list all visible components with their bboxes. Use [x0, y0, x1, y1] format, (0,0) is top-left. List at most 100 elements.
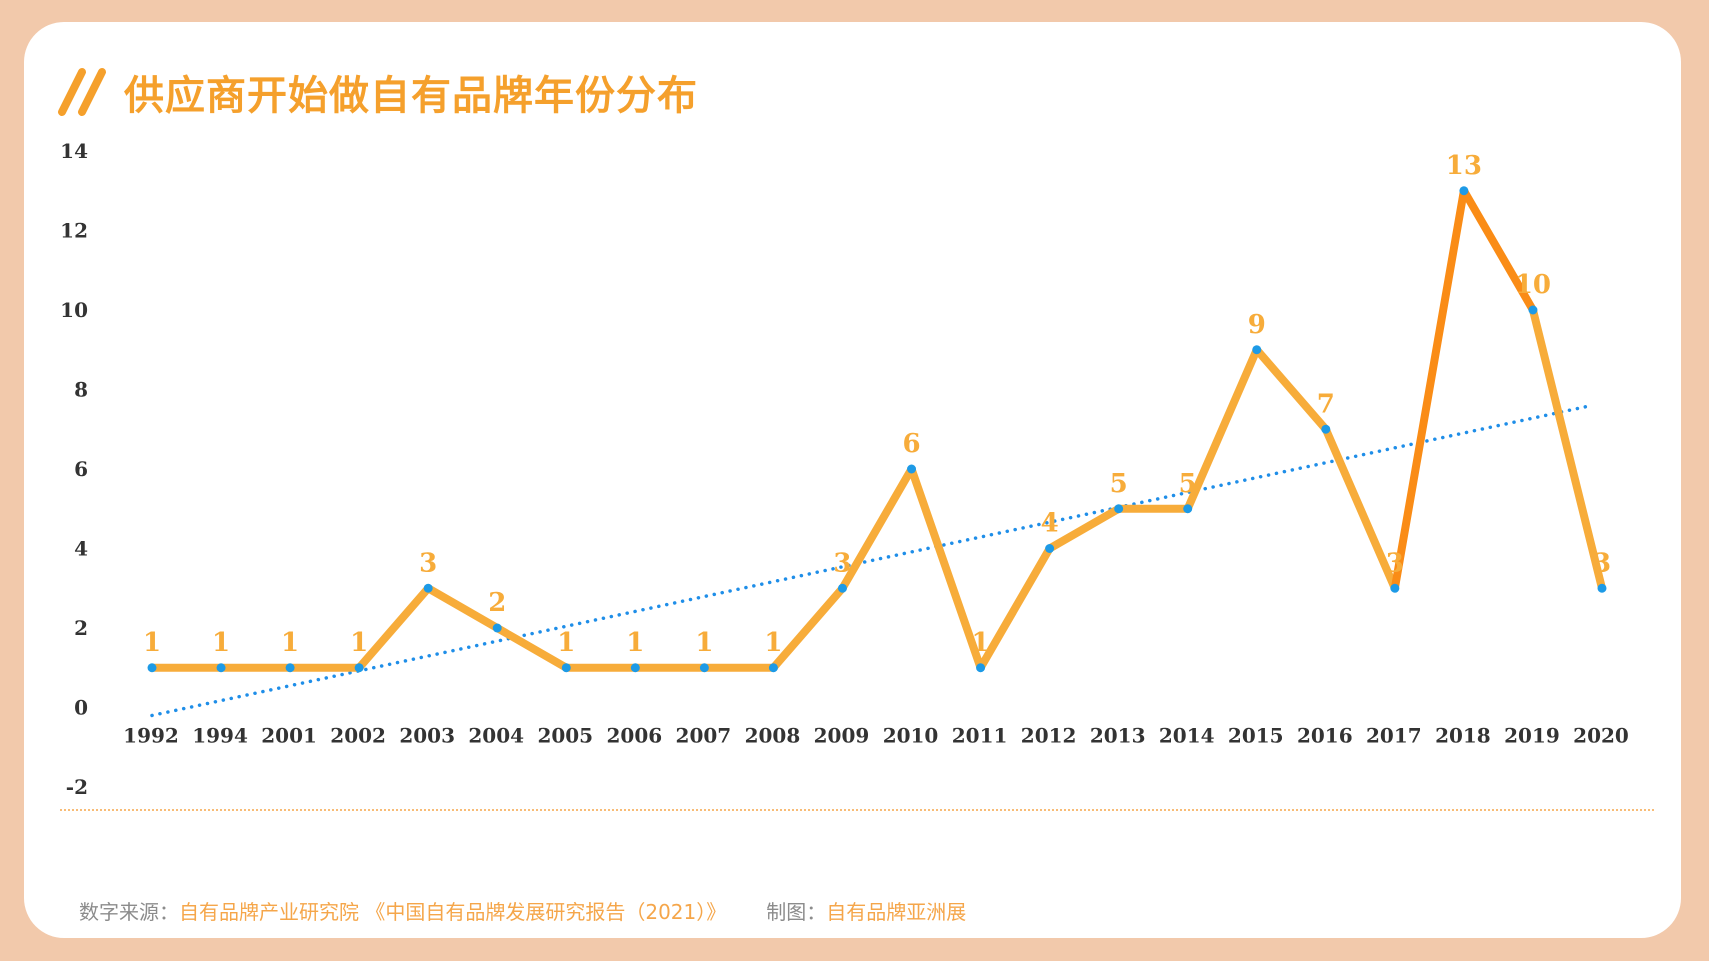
x-tick-label: 2005 — [537, 724, 593, 748]
data-point — [699, 663, 709, 673]
trendline — [150, 403, 1594, 718]
y-tick-label: 2 — [74, 616, 88, 640]
x-tick-label: 1994 — [192, 724, 248, 748]
double-slash-icon — [58, 68, 106, 116]
data-label: 5 — [1179, 469, 1197, 499]
data-label: 1 — [143, 628, 161, 658]
data-point — [907, 464, 917, 474]
data-label: 13 — [1446, 151, 1482, 181]
y-tick-label: 6 — [74, 457, 88, 481]
x-tick-label: 2012 — [1021, 724, 1077, 748]
series-segment — [424, 584, 502, 632]
data-label: 6 — [902, 429, 920, 459]
series-segment — [1252, 345, 1330, 434]
data-label: 1 — [695, 628, 713, 658]
source-text: 自有品牌产业研究院 《中国自有品牌发展研究报告（2021）》 — [179, 900, 727, 924]
data-label: 7 — [1317, 389, 1335, 419]
y-tick-label: 8 — [74, 378, 88, 402]
series-segment — [493, 624, 571, 672]
data-point — [423, 583, 433, 593]
series-segment — [1528, 306, 1606, 593]
data-point — [1045, 544, 1055, 553]
x-tick-label: 2002 — [330, 724, 386, 748]
x-tick-label: 2011 — [952, 724, 1008, 748]
x-tick-label: 2006 — [606, 724, 662, 748]
data-label: 1 — [626, 628, 644, 658]
author-label: 制图： — [766, 900, 827, 924]
series-segment — [976, 544, 1054, 672]
source-label: 数字来源： — [79, 900, 179, 924]
series-segment — [907, 465, 985, 672]
data-label: 1 — [764, 628, 782, 658]
data-point — [630, 663, 640, 673]
data-series — [148, 186, 1606, 672]
data-label: 10 — [1515, 270, 1551, 300]
x-tick-label: 2001 — [261, 724, 317, 748]
x-tick-label: 2016 — [1297, 724, 1353, 748]
x-tick-label: 2014 — [1159, 724, 1215, 748]
x-tick-label: 2009 — [814, 724, 870, 748]
y-tick-label: 14 — [60, 139, 88, 163]
series-segment — [355, 584, 433, 672]
data-label: 3 — [1386, 548, 1404, 578]
chart-title: 供应商开始做自有品牌年份分布 — [124, 73, 698, 119]
data-point — [147, 663, 157, 673]
data-point — [1390, 583, 1400, 593]
series-segment — [1045, 504, 1123, 553]
data-point — [1321, 424, 1331, 434]
title-block: 供应商开始做自有品牌年份分布 — [54, 62, 698, 122]
x-tick-label: 2013 — [1090, 724, 1146, 748]
x-tick-label: 1992 — [123, 724, 179, 748]
data-point — [837, 583, 847, 593]
data-point — [976, 663, 986, 673]
data-point — [1459, 186, 1469, 196]
data-point — [1114, 504, 1124, 514]
data-point — [1528, 305, 1538, 315]
data-point — [561, 663, 571, 673]
data-label: 2 — [488, 588, 506, 618]
data-point — [768, 663, 778, 673]
data-label: 5 — [1110, 469, 1128, 499]
data-label: 3 — [1593, 548, 1611, 578]
x-tick-label: 2010 — [883, 724, 939, 748]
x-tick-label: 2008 — [745, 724, 801, 748]
data-point — [492, 623, 502, 633]
trendline-path — [150, 403, 1594, 718]
x-tick-label: 2017 — [1366, 724, 1422, 748]
y-tick-label: 12 — [60, 219, 88, 243]
data-label: 3 — [833, 548, 851, 578]
data-point — [354, 663, 364, 673]
x-tick-label: 2020 — [1573, 724, 1629, 748]
series-segment — [769, 584, 847, 672]
data-label: 1 — [557, 628, 575, 658]
y-axis: -2 0 2 4 6 8 10 12 14 — [60, 139, 88, 799]
author-text: 自有品牌亚洲展 — [826, 900, 967, 924]
data-label: 1 — [281, 628, 299, 658]
y-tick-label: 4 — [74, 537, 88, 561]
series-segment — [1459, 186, 1537, 314]
x-tick-label: 2003 — [399, 724, 455, 748]
series-segment — [838, 465, 916, 593]
source-footer: 数字来源：自有品牌产业研究院 《中国自有品牌发展研究报告（2021）》 制图：自有… — [79, 896, 966, 925]
data-point — [285, 663, 295, 673]
y-tick-label: 0 — [74, 696, 88, 720]
data-label: 1 — [972, 628, 990, 658]
data-label: 4 — [1041, 509, 1059, 539]
x-tick-label: 2019 — [1504, 724, 1560, 748]
data-point — [1252, 345, 1262, 355]
series-segment — [1321, 425, 1399, 593]
series-segment — [1390, 186, 1468, 593]
x-tick-label: 2007 — [676, 724, 732, 748]
x-tick-label: 2004 — [468, 724, 524, 748]
data-label: 9 — [1248, 310, 1266, 340]
data-point — [216, 663, 226, 673]
chart-card: -2 0 2 4 6 8 10 12 14 1992 1994 2001 2002 2003 2004 20… — [24, 22, 1681, 938]
data-point — [1183, 504, 1193, 514]
y-tick-label: 10 — [60, 298, 88, 322]
data-label: 3 — [419, 548, 437, 578]
y-tick-label: -2 — [66, 775, 88, 799]
x-axis: 1992 1994 2001 2002 2003 2004 2005 2006 2007 2008… — [123, 724, 1629, 748]
data-point — [1597, 583, 1607, 593]
